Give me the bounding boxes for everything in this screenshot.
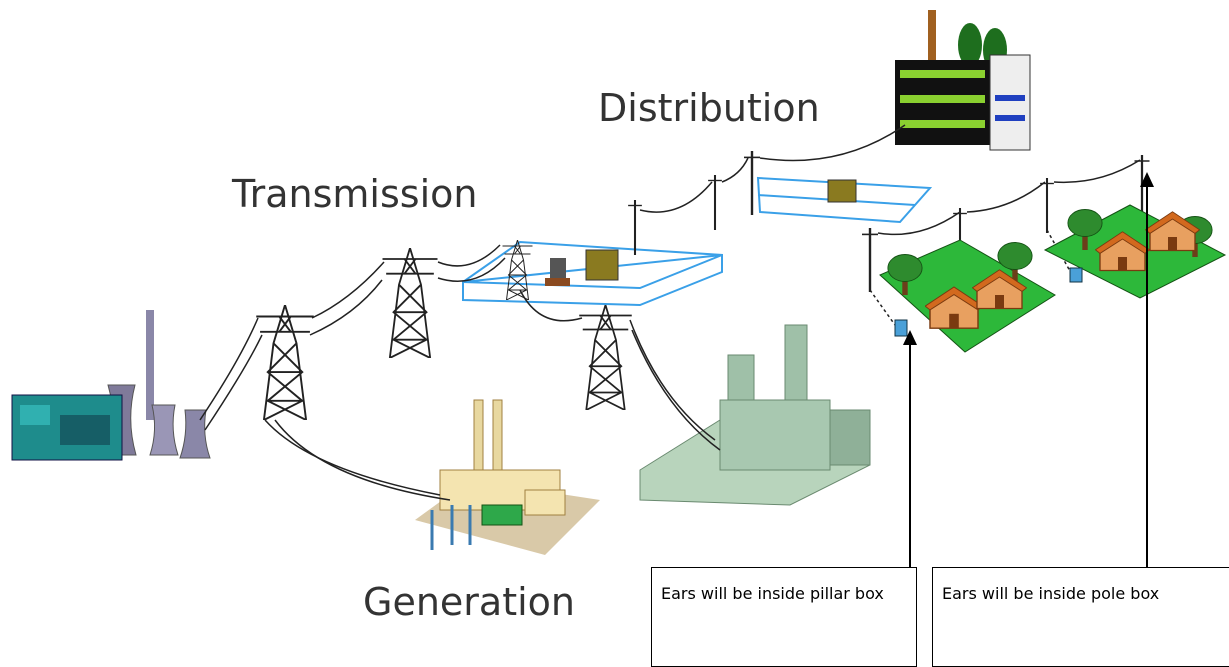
distribution-label: Distribution — [598, 86, 820, 130]
page: {"labels": {"distribution": "Distributio… — [0, 0, 1229, 659]
transformers — [545, 180, 856, 286]
factory — [640, 325, 870, 505]
transmission-label: Transmission — [232, 172, 477, 216]
building — [895, 10, 1030, 150]
power-plant-center — [415, 400, 600, 555]
power-plant-left — [12, 310, 210, 460]
callout-box: Ears will be inside pillar box — [651, 567, 917, 667]
callout-box: Ears will be inside pole box — [932, 567, 1229, 667]
generation-label: Generation — [363, 580, 575, 624]
